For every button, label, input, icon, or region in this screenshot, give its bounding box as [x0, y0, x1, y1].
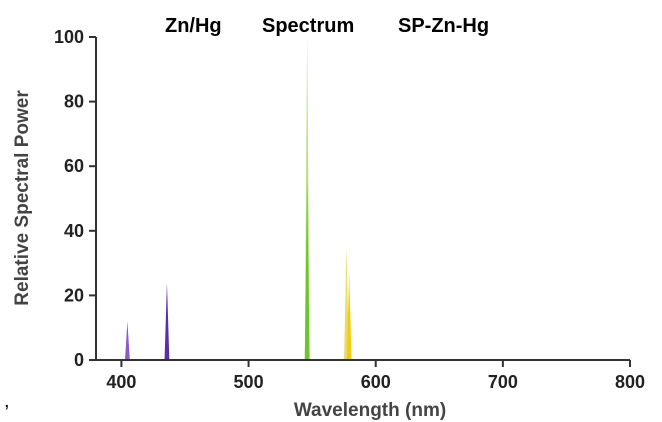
y-tick-label: 60 — [64, 156, 84, 176]
spectral-peak — [125, 321, 130, 360]
y-tick-label: 0 — [74, 350, 84, 370]
x-tick-label: 700 — [488, 372, 518, 392]
y-tick-label: 100 — [54, 27, 84, 47]
x-tick-label: 600 — [361, 372, 391, 392]
y-axis-label: Relative Spectral Power — [12, 90, 33, 306]
x-tick-label: 800 — [615, 372, 645, 392]
spectral-peaks — [125, 37, 352, 360]
spectral-peak — [304, 179, 310, 360]
x-tick-label: 500 — [234, 372, 264, 392]
x-ticks: 400 500 600 700 800 — [106, 360, 645, 392]
spectral-peak — [164, 282, 170, 360]
title-part-3: SP-Zn-Hg — [398, 15, 489, 37]
y-tick-label: 80 — [64, 92, 84, 112]
y-ticks: 0 20 40 60 80 100 — [54, 27, 96, 370]
x-axis-label: Wavelength (nm) — [294, 400, 446, 421]
y-tick-label: 40 — [64, 221, 84, 241]
title-part-2: Spectrum — [262, 15, 354, 37]
spectral-peak — [346, 272, 352, 360]
stray-comma: , — [4, 390, 10, 412]
y-tick-label: 20 — [64, 285, 84, 305]
x-tick-label: 400 — [106, 372, 136, 392]
title-part-1: Zn/Hg — [165, 15, 222, 37]
